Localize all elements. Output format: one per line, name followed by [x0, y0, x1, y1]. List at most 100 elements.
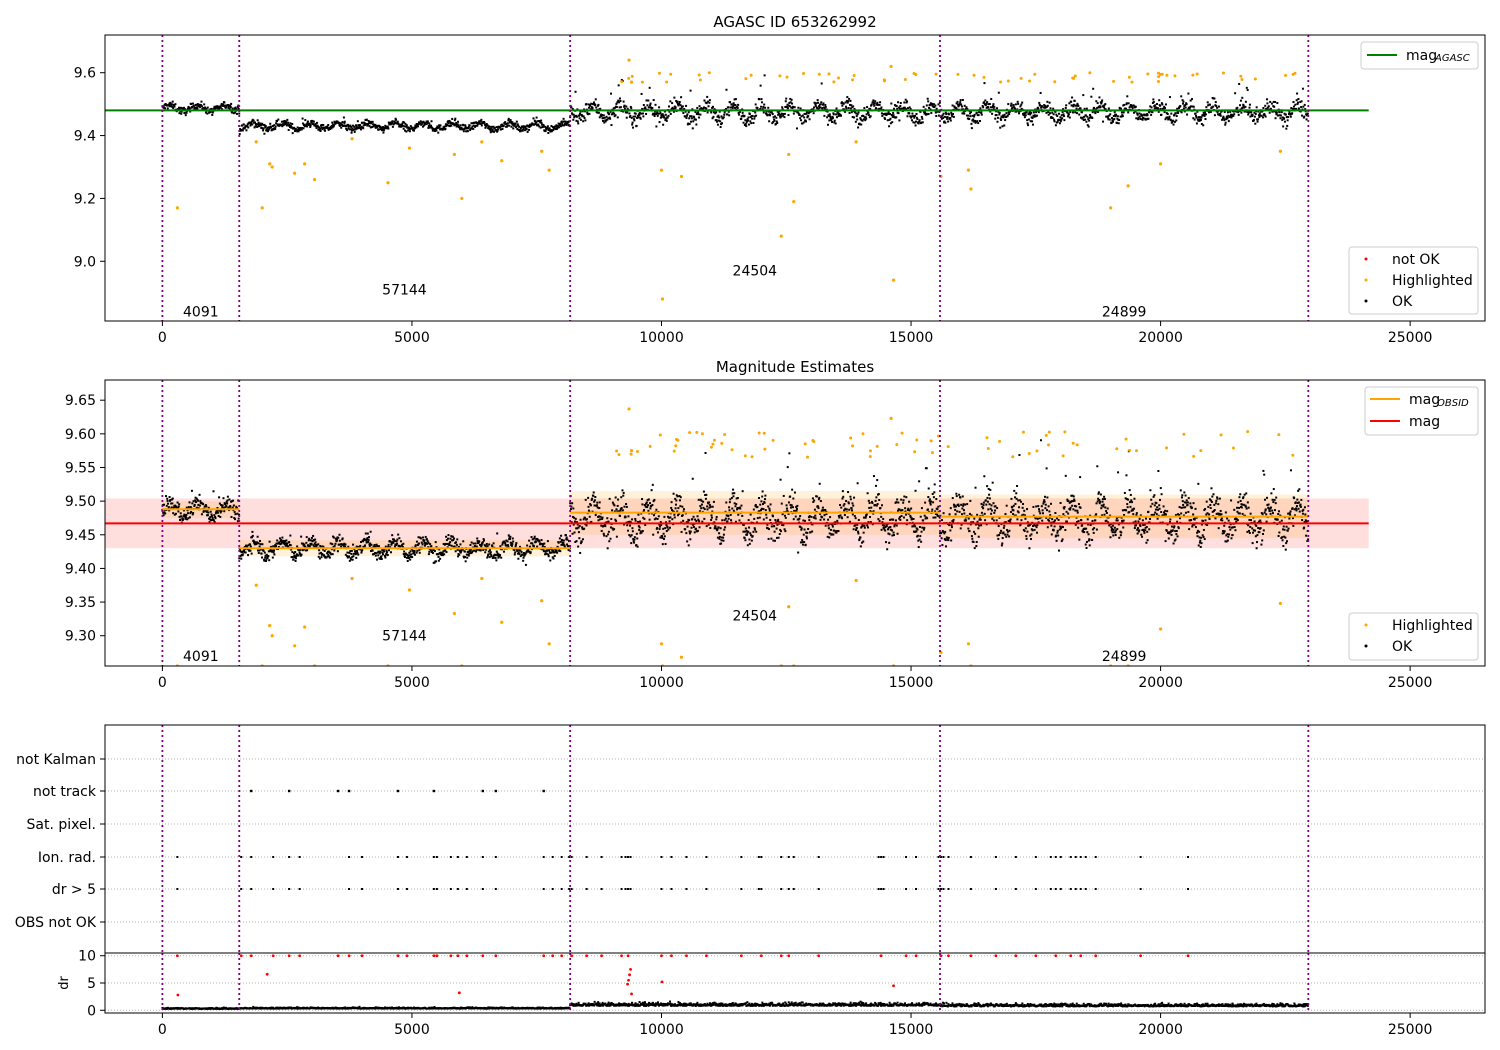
ok-point [510, 125, 513, 128]
ok-point [194, 106, 197, 109]
ok-point [1057, 549, 1060, 552]
ok-point [738, 110, 741, 113]
ok-point [889, 117, 892, 120]
ok-point [448, 542, 451, 545]
ok-point [479, 543, 482, 546]
ok-point [767, 106, 770, 109]
ok-point [409, 550, 412, 553]
ok-point [1099, 106, 1102, 109]
ok-point [256, 119, 259, 122]
ok-point [562, 543, 565, 546]
ok-point [609, 537, 612, 540]
ok-point [524, 552, 527, 555]
ok-point [236, 512, 239, 515]
ok-point [1121, 114, 1124, 117]
ok-point [998, 516, 1001, 519]
ok-point [694, 527, 697, 530]
ok-point [1091, 111, 1094, 114]
ok-point [212, 490, 215, 493]
ok-point [393, 120, 396, 123]
ok-point [919, 110, 922, 113]
ok-point [855, 528, 858, 531]
ok-point [826, 110, 829, 113]
ok-point [1046, 104, 1049, 107]
ok-point [886, 548, 889, 551]
ok-point [741, 111, 744, 114]
ok-point [788, 452, 791, 455]
legend-highlighted: Highlighted [1392, 273, 1473, 289]
ok-point [460, 549, 463, 552]
ok-point [692, 523, 695, 526]
ok-point [991, 105, 994, 108]
ok-point [1045, 111, 1048, 114]
ok-point [998, 534, 1001, 537]
ok-point [841, 497, 844, 500]
ok-point [1190, 105, 1193, 108]
ok-point [425, 120, 428, 123]
ok-point [461, 128, 464, 131]
ok-point [630, 542, 633, 545]
ok-point [857, 126, 860, 129]
ok-point [265, 553, 268, 556]
ok-point [553, 554, 556, 557]
ok-point [563, 544, 566, 547]
ok-point [337, 536, 340, 539]
ok-point [489, 552, 492, 555]
ok-point [315, 126, 318, 129]
ok-point [458, 549, 461, 552]
ok-point [949, 507, 952, 510]
ok-point [750, 122, 753, 125]
ok-point [559, 124, 562, 127]
ok-point [725, 501, 728, 504]
ok-point [882, 517, 885, 520]
ok-point [985, 503, 988, 506]
ok-point [307, 545, 310, 548]
ok-point [546, 549, 549, 552]
ok-point [951, 115, 954, 118]
ok-point [936, 513, 939, 516]
ok-point [1045, 467, 1048, 470]
ok-point [266, 556, 269, 559]
ok-point [950, 539, 953, 542]
ok-point [655, 112, 658, 115]
ok-point [231, 111, 234, 114]
ok-point [844, 508, 847, 511]
ok-point [609, 526, 612, 529]
ok-point [173, 105, 176, 108]
ok-point [754, 503, 757, 506]
ok-point [869, 515, 872, 518]
ok-point [847, 502, 850, 505]
ok-point [1273, 105, 1276, 108]
ok-point [972, 521, 975, 524]
ok-point [354, 550, 357, 553]
ok-point [417, 542, 420, 545]
ok-point [612, 111, 615, 114]
ok-point [405, 553, 408, 556]
ok-point [1117, 122, 1120, 125]
ok-point [542, 548, 545, 551]
ok-point [999, 126, 1002, 129]
highlighted-point [630, 74, 634, 78]
ok-point [971, 537, 974, 540]
ok-point [326, 127, 329, 130]
ok-point [607, 520, 610, 523]
ok-point [1077, 104, 1080, 107]
ok-point [346, 129, 349, 132]
ok-point [763, 501, 766, 504]
ok-point [945, 113, 948, 116]
ok-point [1265, 107, 1268, 110]
ok-point [606, 547, 609, 550]
ok-point [316, 543, 319, 546]
ok-point [1034, 524, 1037, 527]
ok-point [1020, 103, 1023, 106]
ok-point [430, 545, 433, 548]
ok-point [654, 110, 657, 113]
ok-point [873, 102, 876, 105]
ok-point [415, 540, 418, 543]
ok-point [675, 494, 678, 497]
ok-point [351, 558, 354, 561]
ok-point [884, 525, 887, 528]
ok-point [290, 126, 293, 129]
ok-point [519, 126, 522, 129]
ok-point [716, 528, 719, 531]
